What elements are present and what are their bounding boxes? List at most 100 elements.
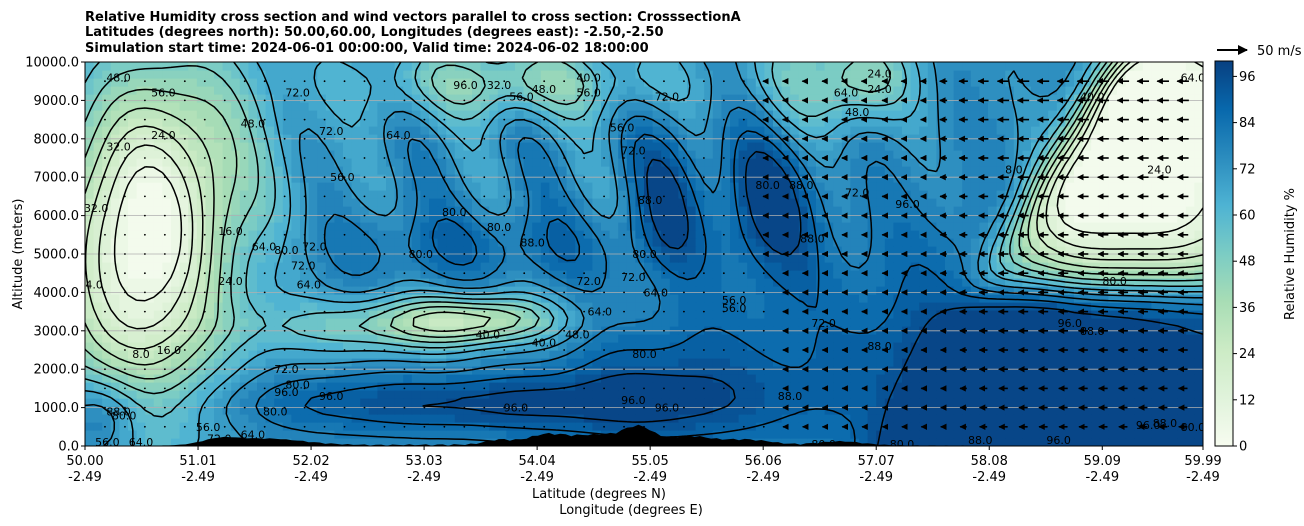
humidity-cell [609,414,619,423]
humidity-cell [119,166,129,175]
humidity-cell [773,430,783,439]
humidity-cell [996,366,1006,375]
humidity-cell [1151,438,1161,446]
humidity-cell [334,198,344,207]
humidity-cell [403,158,413,167]
humidity-cell [1022,430,1032,439]
humidity-cell [351,398,361,407]
humidity-cell [1151,198,1161,207]
humidity-cell [265,318,275,327]
humidity-cell [773,142,783,151]
humidity-cell [1185,398,1195,407]
humidity-cell [231,366,241,375]
humidity-cell [351,182,361,191]
humidity-cell [523,366,533,375]
humidity-cell [351,302,361,311]
humidity-cell [1108,214,1118,223]
humidity-cell [661,374,671,383]
humidity-cell [566,206,576,215]
humidity-cell [970,166,980,175]
humidity-cell [1065,190,1075,199]
humidity-cell [351,382,361,391]
humidity-cell [816,174,826,183]
humidity-cell [609,318,619,327]
humidity-cell [747,318,757,327]
humidity-cell [773,222,783,231]
humidity-cell [222,382,232,391]
humidity-cell [859,206,869,215]
humidity-cell [420,246,430,255]
humidity-cell [532,246,542,255]
humidity-cell [214,358,224,367]
humidity-cell [420,334,430,343]
humidity-cell [859,158,869,167]
humidity-cell [360,150,370,159]
humidity-cell [274,430,284,439]
humidity-cell [403,310,413,319]
humidity-cell [506,422,516,431]
humidity-cell [927,262,937,271]
humidity-cell [1005,198,1015,207]
humidity-cell [962,222,972,231]
humidity-cell [1134,438,1144,446]
humidity-cell [1108,174,1118,183]
humidity-cell [712,430,722,439]
humidity-cell [171,182,181,191]
humidity-cell [1108,390,1118,399]
humidity-cell [222,430,232,439]
humidity-cell [566,294,576,303]
humidity-cell [351,334,361,343]
humidity-cell [687,206,697,215]
humidity-cell [506,214,516,223]
humidity-cell [1039,150,1049,159]
humidity-cell [730,230,740,239]
humidity-cell [1013,166,1023,175]
humidity-cell [136,430,146,439]
humidity-cell [583,142,593,151]
humidity-cell [859,198,869,207]
humidity-cell [506,134,516,143]
humidity-cell [231,374,241,383]
humidity-cell [850,206,860,215]
humidity-cell [841,238,851,247]
humidity-cell [867,350,877,359]
humidity-cell [454,206,464,215]
humidity-cell [824,174,834,183]
humidity-cell [738,294,748,303]
humidity-cell [712,366,722,375]
humidity-cell [583,334,593,343]
humidity-cell [945,438,955,446]
humidity-cell [893,438,903,446]
humidity-cell [601,174,611,183]
humidity-cell [437,374,447,383]
humidity-cell [1005,142,1015,151]
humidity-cell [652,270,662,279]
humidity-cell [1039,206,1049,215]
humidity-cell [850,246,860,255]
humidity-cell [1005,270,1015,279]
humidity-cell [145,366,155,375]
humidity-cell [841,318,851,327]
humidity-cell [497,150,507,159]
humidity-cell [1065,422,1075,431]
humidity-cell [704,342,714,351]
humidity-cell [325,198,335,207]
humidity-cell [884,174,894,183]
humidity-cell [1168,382,1178,391]
humidity-cell [884,350,894,359]
humidity-cell [798,206,808,215]
humidity-cell [334,190,344,199]
humidity-cell [618,318,628,327]
humidity-cell [1142,302,1152,311]
humidity-cell [334,254,344,263]
humidity-cell [755,382,765,391]
humidity-cell [119,150,129,159]
humidity-cell [1039,174,1049,183]
humidity-cell [386,390,396,399]
humidity-cell [429,430,439,439]
humidity-cell [463,198,473,207]
humidity-cell [171,222,181,231]
humidity-cell [1005,174,1015,183]
humidity-cell [437,254,447,263]
humidity-cell [291,134,301,143]
